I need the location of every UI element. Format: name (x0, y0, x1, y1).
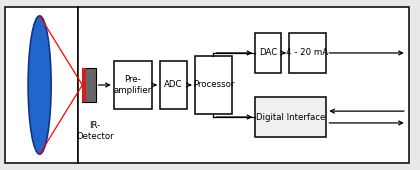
FancyBboxPatch shape (82, 68, 86, 102)
Text: IR-
Detector: IR- Detector (76, 121, 114, 141)
FancyBboxPatch shape (82, 68, 96, 102)
Text: 4 - 20 mA: 4 - 20 mA (286, 48, 328, 57)
Ellipse shape (28, 16, 51, 154)
FancyBboxPatch shape (5, 7, 78, 163)
FancyBboxPatch shape (255, 97, 326, 137)
Text: Pre-
amplifier: Pre- amplifier (114, 75, 152, 95)
Text: DAC: DAC (259, 48, 277, 57)
FancyBboxPatch shape (78, 7, 409, 163)
FancyBboxPatch shape (114, 61, 152, 109)
Text: ADC: ADC (164, 81, 183, 89)
FancyBboxPatch shape (194, 56, 232, 114)
FancyBboxPatch shape (160, 61, 187, 109)
FancyBboxPatch shape (255, 33, 281, 73)
Text: Processor: Processor (193, 81, 234, 89)
Text: Digital Interface: Digital Interface (256, 113, 326, 122)
FancyBboxPatch shape (289, 33, 326, 73)
